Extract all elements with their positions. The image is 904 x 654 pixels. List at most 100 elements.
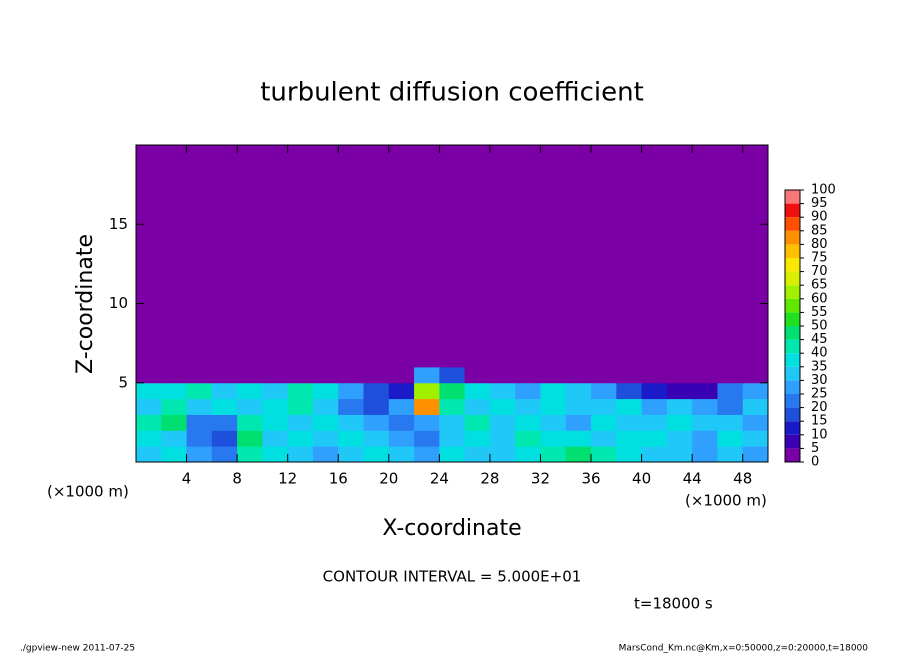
- cell: [515, 446, 541, 463]
- cell: [666, 335, 693, 352]
- cell: [565, 208, 592, 225]
- cell: [641, 240, 668, 257]
- cell: [515, 335, 541, 352]
- cell: [565, 366, 592, 384]
- x-tick-label: 44: [683, 470, 702, 488]
- cell: [211, 335, 238, 352]
- cell: [540, 145, 567, 162]
- cell: [414, 303, 440, 320]
- cell: [540, 240, 567, 257]
- field: [136, 145, 769, 463]
- cell: [161, 255, 188, 273]
- colorbar-segment: [785, 380, 800, 394]
- cell: [312, 303, 339, 320]
- cell: [363, 446, 390, 463]
- cell: [464, 414, 491, 431]
- cell: [464, 160, 491, 178]
- cell: [161, 240, 188, 257]
- cell: [692, 366, 718, 384]
- cell: [616, 224, 643, 241]
- colorbar-segment: [785, 312, 800, 326]
- colorbar-segment: [785, 421, 800, 435]
- cell: [616, 303, 643, 320]
- cell: [414, 430, 440, 447]
- colorbar-label: 100: [811, 183, 836, 198]
- cell: [136, 382, 162, 400]
- cell: [262, 398, 289, 415]
- cell: [565, 160, 592, 178]
- x-tick-label: 24: [430, 470, 449, 488]
- cell: [287, 446, 314, 463]
- cell: [312, 366, 339, 384]
- cell: [464, 145, 491, 162]
- cell: [414, 398, 440, 415]
- cell: [666, 176, 693, 194]
- cell: [641, 192, 668, 209]
- cell: [414, 335, 440, 352]
- x-tick-label: 32: [531, 470, 550, 488]
- colorbar-label: 15: [811, 414, 828, 429]
- cell: [211, 271, 238, 289]
- cell: [641, 224, 668, 241]
- cell: [312, 382, 339, 400]
- cell: [666, 303, 693, 320]
- cell: [186, 398, 213, 415]
- cell: [515, 255, 541, 273]
- colorbar-segment: [785, 244, 800, 258]
- cell: [388, 271, 415, 289]
- cell: [211, 398, 238, 415]
- cell: [363, 382, 390, 400]
- cell: [363, 208, 390, 225]
- cell: [742, 351, 769, 368]
- cell: [414, 160, 440, 178]
- cell: [262, 176, 289, 194]
- cell: [515, 351, 541, 368]
- cell: [464, 398, 491, 415]
- cell: [439, 430, 466, 447]
- cell: [136, 446, 162, 463]
- x-tick-label: 8: [232, 470, 242, 488]
- cell: [616, 351, 643, 368]
- cell: [692, 160, 718, 178]
- cell: [388, 414, 415, 431]
- cell: [338, 382, 365, 400]
- cell: [287, 382, 314, 400]
- cell: [666, 414, 693, 431]
- cell: [338, 208, 365, 225]
- cell: [540, 271, 567, 289]
- cell: [388, 287, 415, 304]
- cell: [312, 319, 339, 336]
- cell: [237, 351, 263, 368]
- cell: [489, 271, 516, 289]
- cell: [439, 414, 466, 431]
- cell: [186, 145, 213, 162]
- cell: [591, 366, 617, 384]
- cell: [641, 351, 668, 368]
- y-tick-label: 10: [109, 294, 128, 312]
- cell: [237, 240, 263, 257]
- cell: [287, 398, 314, 415]
- cell: [692, 271, 718, 289]
- cell: [666, 366, 693, 384]
- cell: [489, 240, 516, 257]
- cell: [136, 287, 162, 304]
- cell: [742, 255, 769, 273]
- cell: [338, 240, 365, 257]
- cell: [363, 224, 390, 241]
- cell: [388, 335, 415, 352]
- cell: [464, 224, 491, 241]
- cell: [717, 287, 744, 304]
- cell: [414, 255, 440, 273]
- cell: [237, 319, 263, 336]
- cell: [666, 430, 693, 447]
- cell: [489, 160, 516, 178]
- cell: [742, 398, 769, 415]
- cell: [591, 208, 617, 225]
- cell: [338, 192, 365, 209]
- cell: [641, 398, 668, 415]
- colorbar-label: 80: [811, 237, 828, 252]
- cell: [338, 145, 365, 162]
- cell: [515, 224, 541, 241]
- cell: [186, 208, 213, 225]
- cell: [692, 414, 718, 431]
